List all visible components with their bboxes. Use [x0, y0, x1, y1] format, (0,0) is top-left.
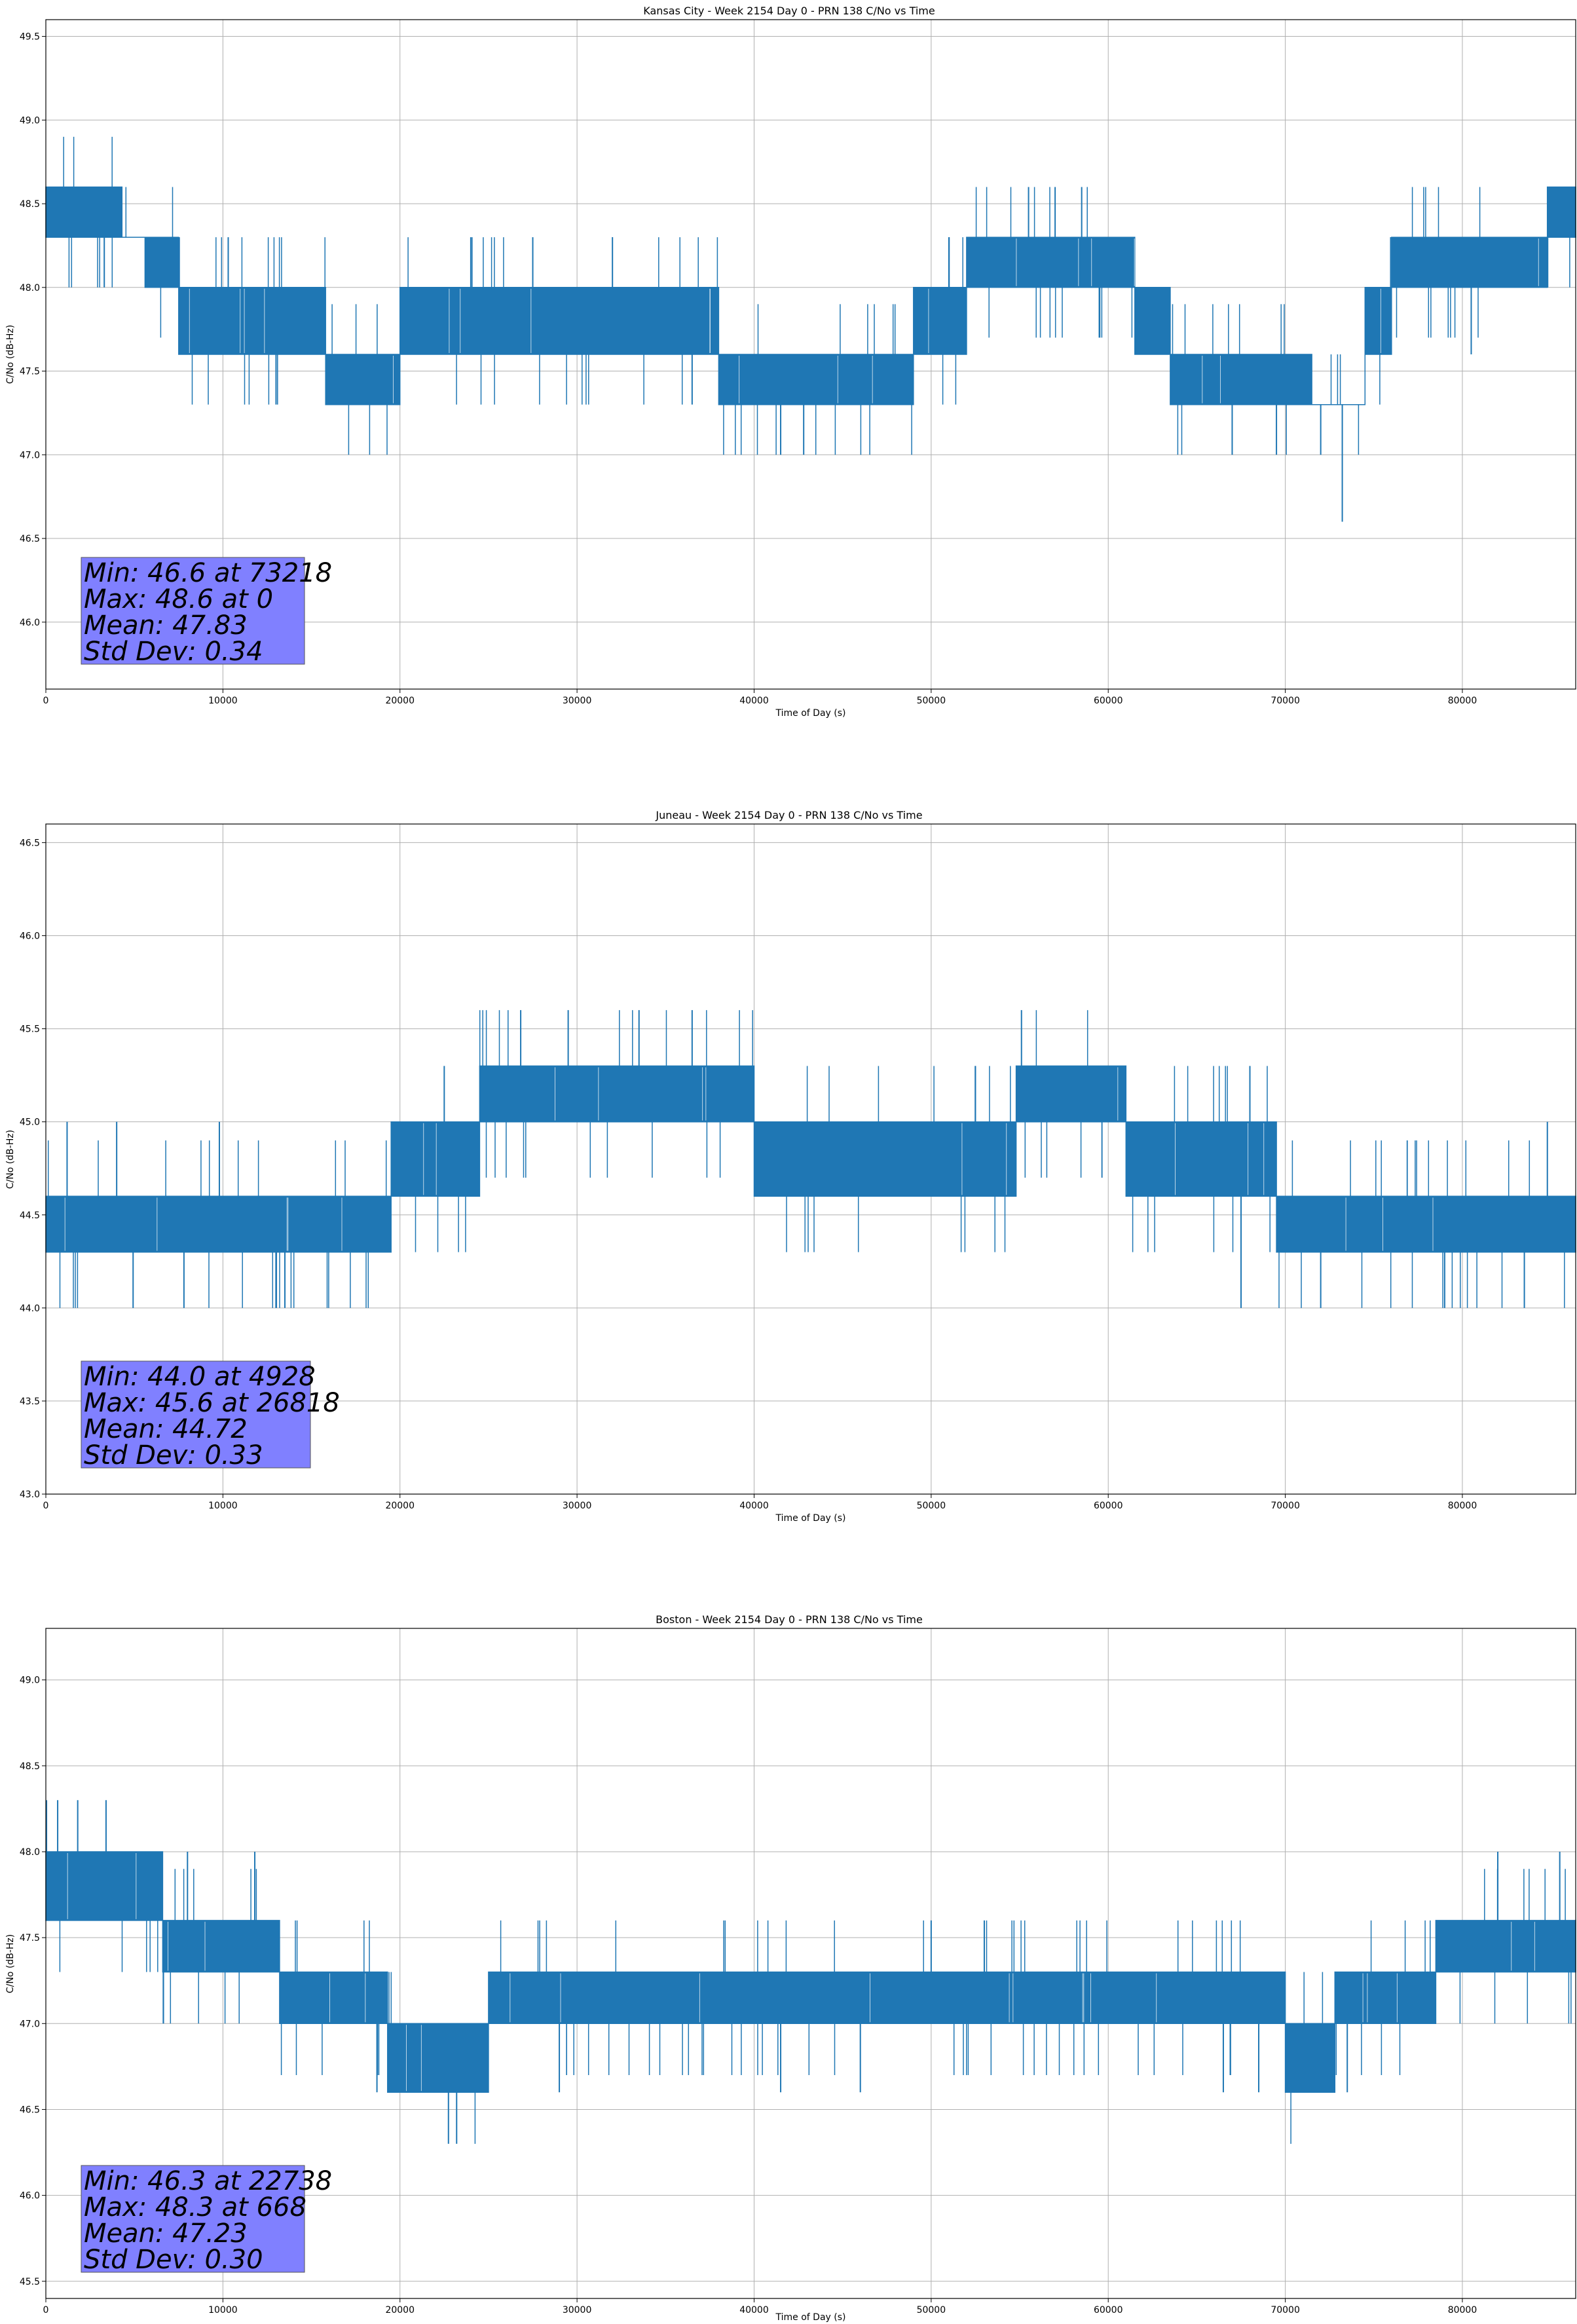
x-tick-label: 0 — [43, 2305, 49, 2315]
data-series — [45, 1800, 1576, 2144]
x-tick-label: 20000 — [385, 1501, 415, 1511]
y-tick-label: 48.5 — [20, 1761, 40, 1772]
y-axis-label: C/No (dB-Hz) — [5, 1934, 16, 1993]
x-tick-label: 70000 — [1271, 696, 1300, 706]
x-tick-label: 40000 — [739, 696, 769, 706]
x-tick-label: 30000 — [563, 1501, 592, 1511]
y-tick-label: 46.0 — [20, 931, 40, 942]
x-tick-label: 0 — [43, 696, 49, 706]
x-tick-label: 50000 — [917, 696, 946, 706]
y-tick-label: 49.5 — [20, 32, 40, 43]
y-tick-label: 43.0 — [20, 1490, 40, 1500]
y-tick-label: 47.0 — [20, 2019, 40, 2029]
stats-min: Min: 44.0 at 4928 — [84, 1362, 316, 1392]
x-axis-label: Time of Day (s) — [775, 708, 846, 719]
stats-box-background — [81, 1360, 311, 1469]
stats-box: Min: 46.6 at 73218 Max: 48.6 at 0 Mean: … — [81, 557, 332, 667]
stats-box-background — [81, 2165, 305, 2273]
y-tick-label: 48.0 — [20, 1847, 40, 1858]
y-tick-label: 46.5 — [20, 838, 40, 848]
stats-box: Min: 44.0 at 4928 Max: 45.6 at 26818 Mea… — [81, 1360, 340, 1471]
x-tick-label: 60000 — [1094, 1501, 1123, 1511]
stats-box-background — [81, 557, 305, 665]
x-tick-label: 60000 — [1094, 2305, 1123, 2315]
x-axis-label: Time of Day (s) — [775, 1513, 846, 1524]
axis-ticks: 0 10000 20000 30000 40000 50000 60000 70000 8000… — [20, 1676, 1477, 2315]
x-tick-label: 20000 — [385, 696, 415, 706]
stats-mean: Mean: 47.23 — [84, 2219, 248, 2249]
y-tick-label: 45.5 — [20, 1024, 40, 1035]
x-tick-label: 30000 — [563, 2305, 592, 2315]
stats-max: Max: 48.6 at 0 — [84, 584, 273, 614]
x-tick-label: 10000 — [208, 696, 238, 706]
chart-panel-boston: Boston - Week 2154 Day 0 - PRN 138 C/No … — [5, 1613, 1576, 2323]
x-tick-label: 40000 — [739, 1501, 769, 1511]
x-tick-label: 10000 — [208, 1501, 238, 1511]
stats-min: Min: 46.6 at 73218 — [84, 558, 332, 588]
stats-mean: Mean: 47.83 — [84, 610, 248, 641]
y-tick-label: 46.5 — [20, 2105, 40, 2115]
axis-ticks: 0 10000 20000 30000 40000 50000 60000 70000 8000… — [20, 32, 1477, 706]
x-tick-label: 60000 — [1094, 696, 1123, 706]
y-tick-label: 44.5 — [20, 1210, 40, 1221]
x-tick-label: 70000 — [1271, 2305, 1300, 2315]
chart-title: Juneau - Week 2154 Day 0 - PRN 138 C/No … — [655, 809, 922, 821]
y-tick-label: 48.0 — [20, 283, 40, 293]
y-tick-label: 47.5 — [20, 367, 40, 377]
stats-std-dev: Std Dev: 0.30 — [84, 2245, 263, 2275]
x-axis-label: Time of Day (s) — [775, 2312, 846, 2323]
y-tick-label: 46.5 — [20, 534, 40, 544]
y-axis-label: C/No (dB-Hz) — [5, 1130, 16, 1189]
y-tick-label: 45.5 — [20, 2277, 40, 2287]
plot-frame — [45, 19, 1576, 690]
y-tick-label: 47.5 — [20, 1933, 40, 1943]
chart-panel-kansas-city: Kansas City - Week 2154 Day 0 - PRN 138 … — [5, 5, 1576, 719]
x-tick-label: 20000 — [385, 2305, 415, 2315]
x-tick-label: 80000 — [1448, 1501, 1477, 1511]
plot-frame — [45, 1628, 1576, 2299]
x-tick-label: 50000 — [917, 2305, 946, 2315]
stats-min: Min: 46.3 at 22738 — [84, 2166, 332, 2196]
x-tick-label: 70000 — [1271, 1501, 1300, 1511]
stats-box: Min: 46.3 at 22738 Max: 48.3 at 668 Mean… — [81, 2165, 332, 2275]
y-tick-label: 46.0 — [20, 2191, 40, 2202]
stats-std-dev: Std Dev: 0.33 — [84, 1440, 263, 1471]
chart-panel-juneau: Juneau - Week 2154 Day 0 - PRN 138 C/No … — [5, 809, 1576, 1524]
x-tick-label: 80000 — [1448, 2305, 1477, 2315]
chart-title: Kansas City - Week 2154 Day 0 - PRN 138 … — [643, 5, 935, 17]
stats-std-dev: Std Dev: 0.34 — [84, 637, 263, 667]
x-tick-label: 40000 — [739, 2305, 769, 2315]
y-tick-label: 45.0 — [20, 1117, 40, 1128]
stats-mean: Mean: 44.72 — [84, 1414, 248, 1444]
data-series — [45, 1010, 1576, 1308]
y-tick-label: 46.0 — [20, 618, 40, 628]
y-axis-label: C/No (dB-Hz) — [5, 325, 16, 384]
y-tick-label: 44.0 — [20, 1303, 40, 1314]
stats-max: Max: 45.6 at 26818 — [84, 1388, 340, 1418]
plot-frame — [45, 823, 1576, 1495]
y-tick-label: 43.5 — [20, 1396, 40, 1407]
x-tick-label: 0 — [43, 1501, 49, 1511]
y-tick-label: 49.0 — [20, 115, 40, 126]
y-tick-label: 49.0 — [20, 1676, 40, 1686]
data-series — [45, 136, 1576, 522]
x-tick-label: 50000 — [917, 1501, 946, 1511]
x-tick-label: 10000 — [208, 2305, 238, 2315]
y-tick-label: 47.0 — [20, 450, 40, 460]
axis-ticks: 0 10000 20000 30000 40000 50000 60000 70000 8000… — [20, 838, 1477, 1511]
chart-title: Boston - Week 2154 Day 0 - PRN 138 C/No … — [656, 1613, 923, 1626]
y-tick-label: 48.5 — [20, 199, 40, 210]
stats-max: Max: 48.3 at 668 — [84, 2192, 306, 2222]
x-tick-label: 30000 — [563, 696, 592, 706]
x-tick-label: 80000 — [1448, 696, 1477, 706]
